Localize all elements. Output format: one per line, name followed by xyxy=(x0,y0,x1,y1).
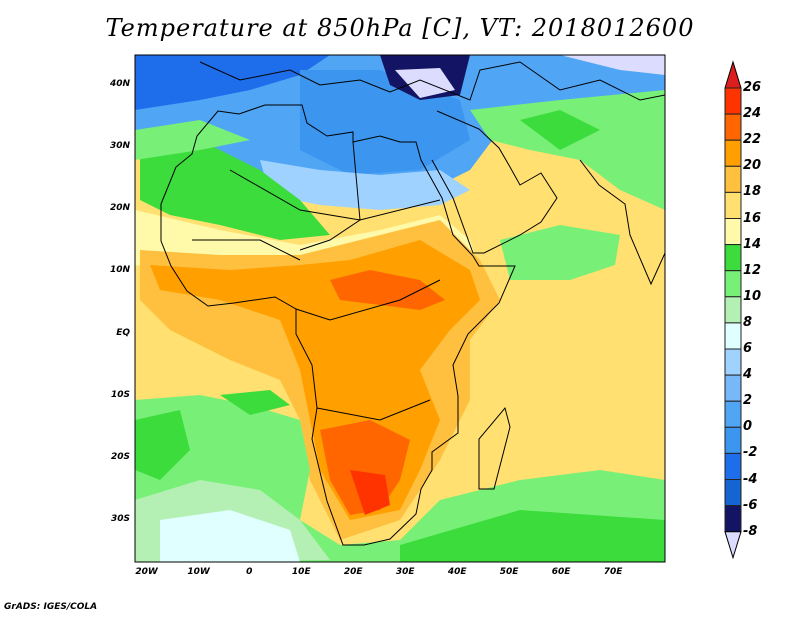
lon-tick-label: 10E xyxy=(291,567,311,577)
lon-tick-label: 60E xyxy=(551,567,571,577)
grads-credit: GrADS: IGES/COLA xyxy=(4,602,98,612)
lat-tick-label: 20S xyxy=(110,452,130,463)
colorbar-swatch xyxy=(724,348,742,376)
colorbar-swatch xyxy=(724,296,742,324)
colorbar-label: 10 xyxy=(743,288,762,304)
colorbar-label: -6 xyxy=(743,497,758,513)
colorbar-swatch xyxy=(724,87,742,115)
colorbar-swatch xyxy=(724,374,742,402)
colorbar-label: 18 xyxy=(743,184,762,200)
coastlines xyxy=(160,61,665,546)
colorbar-swatch xyxy=(724,139,742,167)
lon-tick-label: 30E xyxy=(395,567,415,577)
colorbar-swatch xyxy=(724,426,742,454)
colorbar-label: 6 xyxy=(743,341,753,356)
colorbar-label: 26 xyxy=(743,80,762,95)
lat-tick-label: 30N xyxy=(109,141,130,152)
lat-tick-label: 10S xyxy=(110,389,130,400)
lon-tick-label: 70E xyxy=(603,567,623,577)
colorbar-below-arrow xyxy=(724,531,742,560)
lat-tick-label: 20N xyxy=(109,203,130,214)
colorbar-label: 20 xyxy=(743,158,762,174)
colorbar-label: 14 xyxy=(743,236,762,252)
colorbar-label: 24 xyxy=(743,106,762,122)
colorbar-above-arrow xyxy=(724,60,742,89)
colorbar-swatch xyxy=(724,191,742,219)
colorbar-label: -8 xyxy=(743,523,758,539)
colorbar-swatch xyxy=(724,165,742,193)
lon-tick-label: 10W xyxy=(187,567,210,577)
colorbar-label: 0 xyxy=(743,419,753,435)
colorbar-swatch xyxy=(724,218,742,246)
colorbar-label: 2 xyxy=(743,393,753,409)
colorbar-label: 16 xyxy=(743,210,762,226)
colorbar-label: 12 xyxy=(743,262,762,278)
colorbar-swatch xyxy=(724,505,742,533)
lon-tick-label: 50E xyxy=(499,567,519,577)
colorbar-swatch xyxy=(724,452,742,480)
lon-tick-label: 0 xyxy=(246,567,253,577)
colorbar-label: -4 xyxy=(743,471,758,487)
plot-title: Temperature at 850hPa [C], VT: 201801260… xyxy=(105,14,695,42)
lon-tick-label: 20W xyxy=(135,567,158,577)
colorbar-label: -2 xyxy=(743,445,758,461)
colorbar-label: 8 xyxy=(743,314,753,330)
lon-tick-label: 40E xyxy=(447,567,467,577)
lat-tick-label: EQ xyxy=(116,327,130,338)
colorbar-swatch xyxy=(724,244,742,272)
colorbar-label: 22 xyxy=(743,132,762,148)
colorbar-swatch xyxy=(724,113,742,141)
colorbar xyxy=(724,60,742,560)
shaded-field xyxy=(135,55,665,562)
colorbar-swatch xyxy=(724,322,742,350)
colorbar-swatch xyxy=(724,270,742,298)
colorbar-label: 4 xyxy=(743,367,753,383)
colorbar-swatch xyxy=(724,400,742,428)
lat-tick-label: 30S xyxy=(110,514,130,525)
lat-tick-label: 10N xyxy=(109,265,130,276)
colorbar-swatch xyxy=(724,479,742,507)
lon-tick-label: 20E xyxy=(343,567,363,577)
lat-tick-label: 40N xyxy=(109,78,130,89)
plot-frame xyxy=(134,54,666,563)
